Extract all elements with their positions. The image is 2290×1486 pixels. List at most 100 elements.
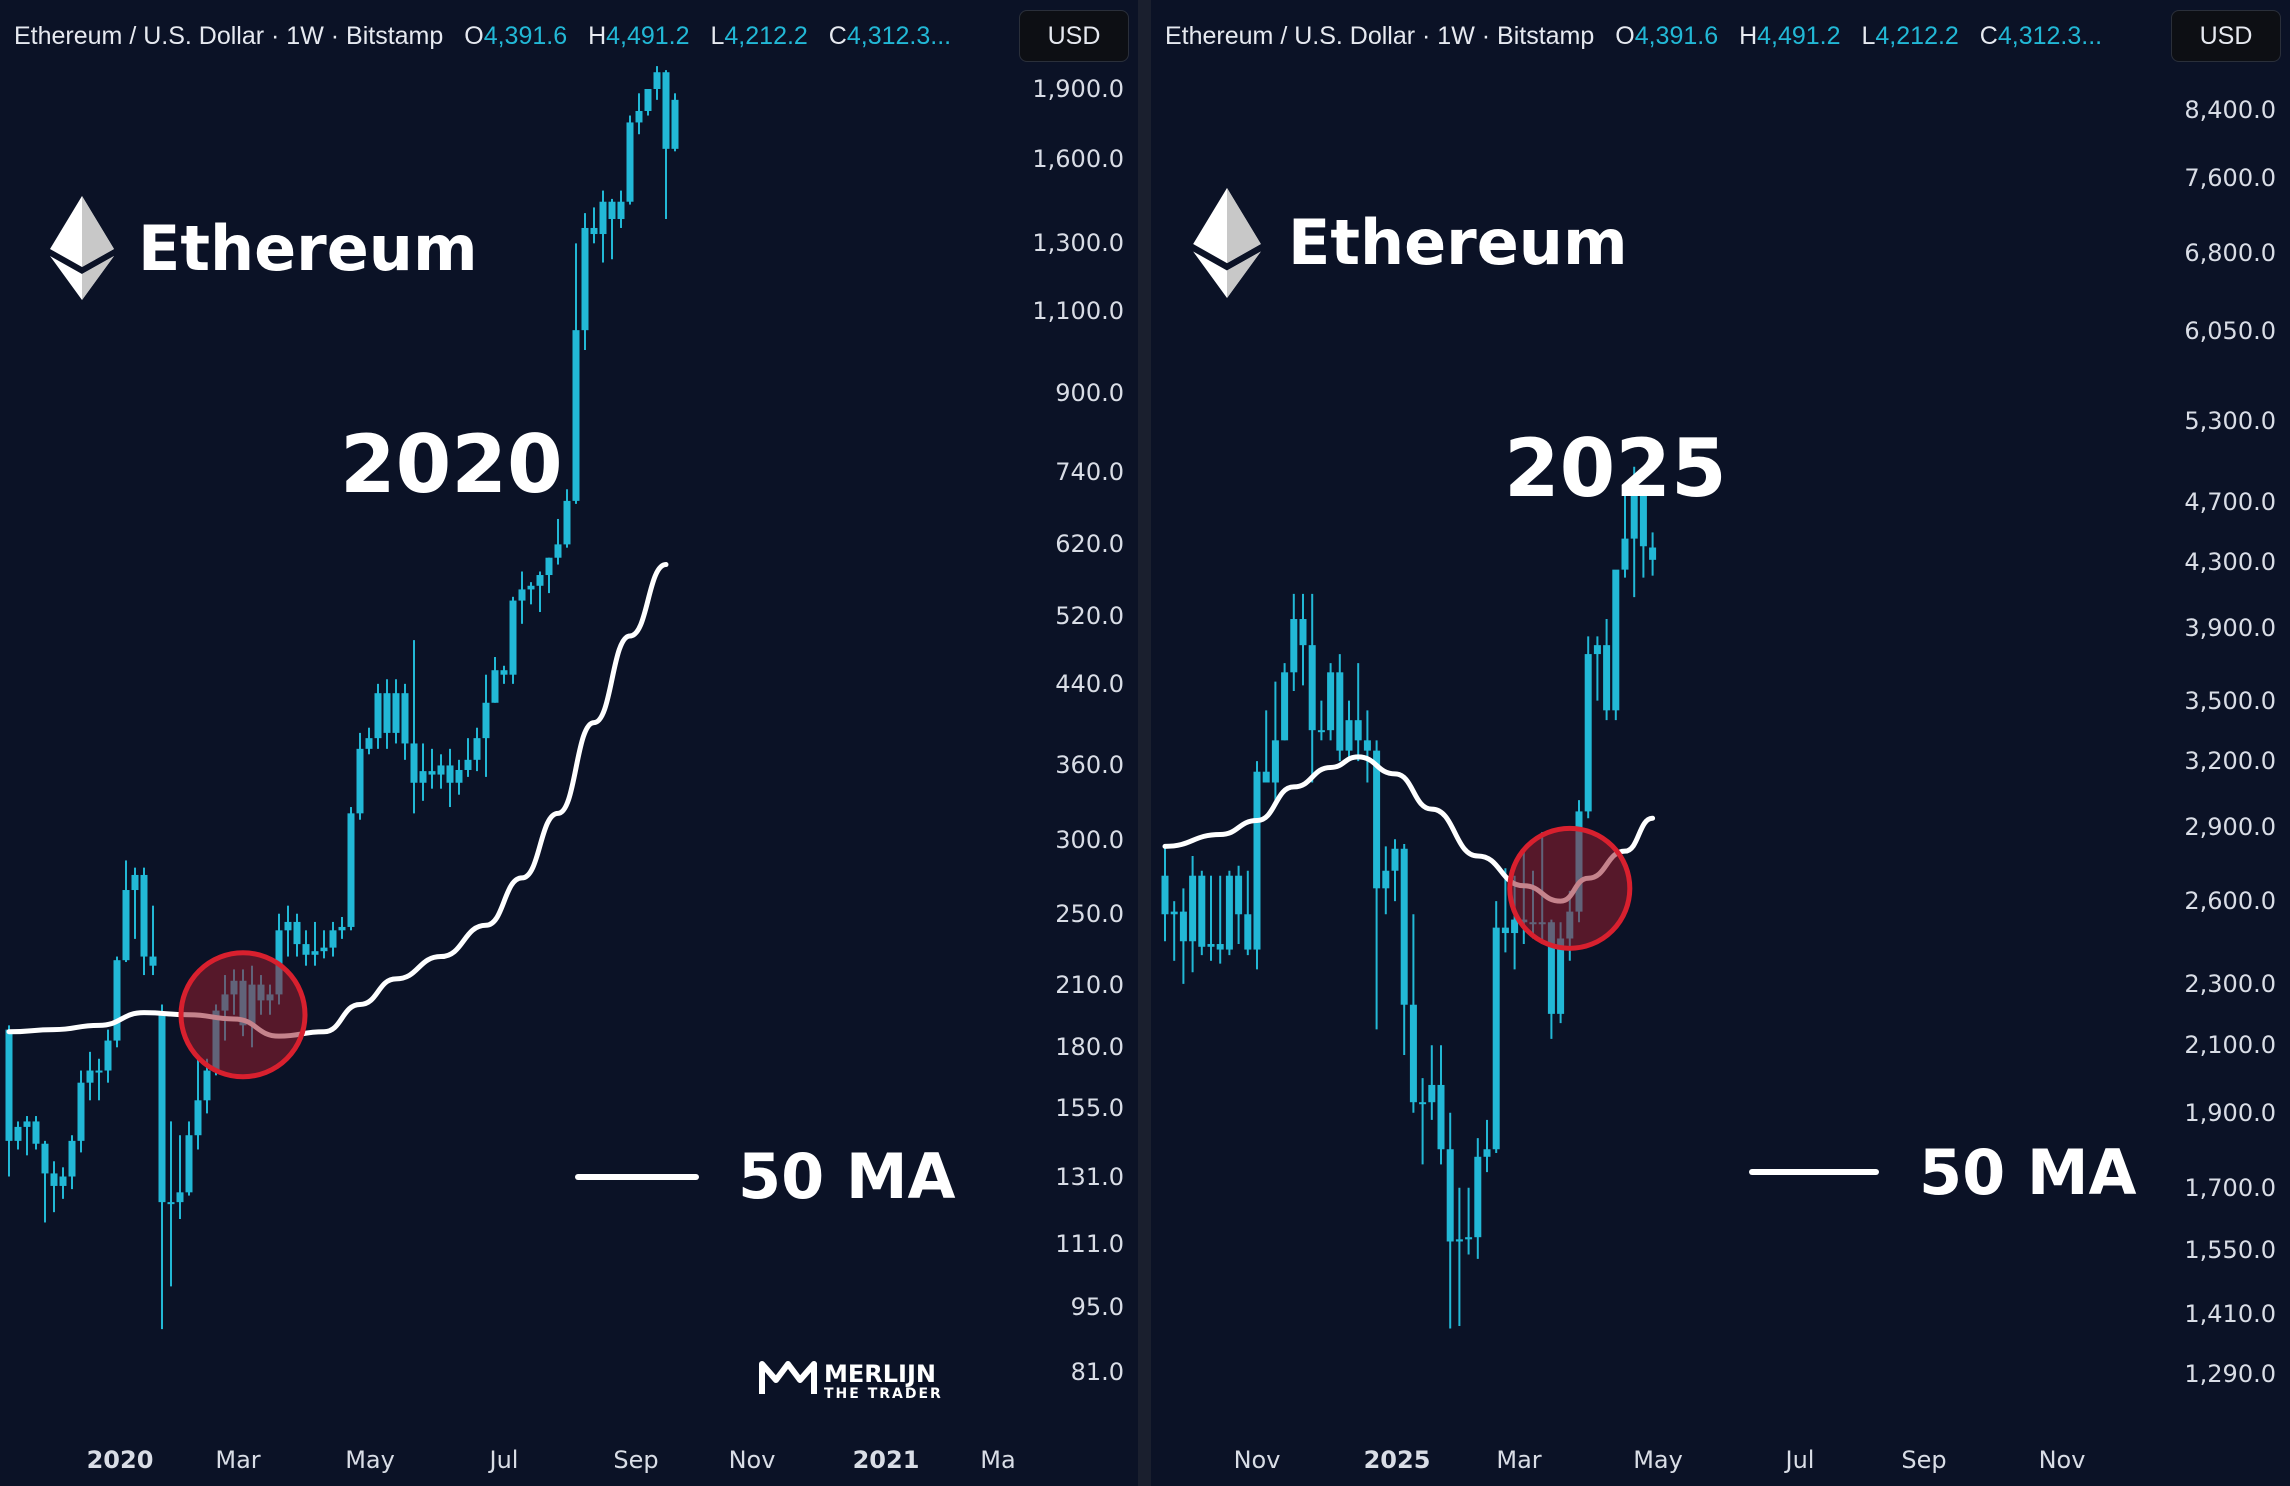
candle-body bbox=[491, 670, 499, 703]
candle-body bbox=[1428, 1084, 1436, 1103]
candle bbox=[158, 1004, 166, 1330]
candle-body bbox=[122, 890, 130, 961]
candle-body bbox=[293, 921, 301, 945]
time-tick-label: Mar bbox=[1496, 1446, 1542, 1474]
candle-body bbox=[41, 1143, 49, 1174]
ma-legend-swatch bbox=[1749, 1169, 1879, 1175]
price-tick-label: 300.0 bbox=[1055, 825, 1124, 854]
candle-body bbox=[1511, 919, 1519, 934]
candle-body bbox=[59, 1176, 67, 1186]
open-key: O bbox=[1615, 22, 1635, 50]
candle-body bbox=[446, 765, 454, 783]
candle bbox=[59, 1167, 67, 1199]
candle-body bbox=[1363, 740, 1371, 751]
candle bbox=[14, 1121, 22, 1150]
candle bbox=[410, 640, 418, 814]
candle bbox=[77, 1070, 85, 1153]
candle-body bbox=[1465, 1237, 1473, 1240]
price-tick-label: 131.0 bbox=[1055, 1162, 1124, 1191]
candle-body bbox=[1603, 645, 1611, 711]
candle bbox=[1216, 875, 1224, 964]
candle-body bbox=[599, 201, 607, 235]
candle-body bbox=[1630, 487, 1638, 539]
price-tick-label: 620.0 bbox=[1055, 530, 1124, 559]
price-tick-label: 6,050.0 bbox=[2184, 317, 2276, 346]
candle-body bbox=[365, 738, 373, 749]
candle bbox=[68, 1135, 76, 1190]
candle-body bbox=[473, 738, 481, 760]
candle-body bbox=[392, 693, 400, 733]
candle-body bbox=[338, 926, 346, 931]
candle bbox=[581, 213, 589, 351]
candle-body bbox=[653, 72, 661, 89]
open-value: 4,391.6 bbox=[1634, 22, 1719, 50]
candle-body bbox=[1621, 538, 1629, 570]
candle-body bbox=[1492, 927, 1500, 1150]
candle bbox=[1354, 663, 1362, 762]
brand-name: Ethereum bbox=[138, 212, 478, 285]
candle-body bbox=[194, 1100, 202, 1136]
candle bbox=[32, 1116, 40, 1150]
price-tick-label: 1,550.0 bbox=[2184, 1236, 2276, 1265]
candle bbox=[1409, 914, 1417, 1113]
candle bbox=[1179, 888, 1187, 984]
candle bbox=[1649, 532, 1657, 576]
currency-button[interactable]: USD bbox=[2171, 10, 2281, 62]
candle-body bbox=[1327, 672, 1335, 731]
candle-body bbox=[158, 1014, 166, 1203]
candle bbox=[1584, 636, 1592, 819]
candle-body bbox=[113, 960, 121, 1041]
candle-body bbox=[284, 921, 292, 931]
candle-body bbox=[32, 1121, 40, 1144]
price-tick-label: 2,300.0 bbox=[2184, 969, 2276, 998]
candle-body bbox=[1400, 848, 1408, 1005]
candle bbox=[1501, 868, 1509, 953]
watermark-line1: MERLIJN bbox=[824, 1360, 936, 1388]
price-tick-label: 3,200.0 bbox=[2184, 747, 2276, 776]
currency-button[interactable]: USD bbox=[1019, 10, 1129, 62]
candle bbox=[320, 930, 328, 959]
time-tick-label: Ma bbox=[980, 1446, 1016, 1474]
candle bbox=[1299, 593, 1307, 686]
panel-divider bbox=[1138, 0, 1151, 1486]
candle bbox=[149, 905, 157, 976]
time-tick-label: Nov bbox=[1233, 1446, 1281, 1474]
price-tick-label: 1,100.0 bbox=[1032, 297, 1124, 326]
candle bbox=[1630, 466, 1638, 598]
close-value: 4,312.3... bbox=[1997, 22, 2103, 50]
price-tick-label: 1,410.0 bbox=[2184, 1299, 2276, 1328]
candle-body bbox=[455, 769, 463, 783]
price-tick-label: 111.0 bbox=[1055, 1229, 1124, 1258]
candle bbox=[194, 1058, 202, 1150]
candle-body bbox=[1354, 720, 1362, 741]
candle-body bbox=[671, 99, 679, 149]
candle bbox=[554, 518, 562, 565]
merlijn-logo-icon bbox=[759, 1361, 817, 1394]
candle-body bbox=[1483, 1149, 1491, 1157]
candle-body bbox=[1474, 1156, 1482, 1238]
candle bbox=[563, 489, 571, 548]
candle-body bbox=[1216, 944, 1224, 950]
candle bbox=[104, 1029, 112, 1083]
candle-body bbox=[1290, 619, 1298, 673]
candle bbox=[545, 557, 553, 594]
symbol-title: Ethereum / U.S. Dollar · 1W · Bitstamp bbox=[1165, 22, 1595, 50]
candle-body bbox=[1391, 848, 1399, 871]
candle-body bbox=[5, 1029, 13, 1141]
candle bbox=[1437, 1045, 1445, 1165]
candle-body bbox=[383, 693, 391, 733]
time-tick-label: Sep bbox=[1901, 1446, 1947, 1474]
candle bbox=[311, 921, 319, 966]
chart-panel-2025: Ethereum / U.S. Dollar · 1W · Bitstamp O… bbox=[1151, 0, 2290, 1486]
candle bbox=[653, 66, 661, 100]
candle-body bbox=[590, 227, 598, 235]
price-tick-label: 250.0 bbox=[1055, 899, 1124, 928]
time-tick-label: Mar bbox=[215, 1446, 261, 1474]
candle-body bbox=[608, 201, 616, 220]
time-tick-label: Nov bbox=[728, 1446, 776, 1474]
price-tick-label: 210.0 bbox=[1055, 970, 1124, 999]
candle bbox=[491, 657, 499, 703]
candle bbox=[1419, 1078, 1427, 1165]
candle-body bbox=[563, 500, 571, 545]
candle bbox=[1483, 1119, 1491, 1173]
